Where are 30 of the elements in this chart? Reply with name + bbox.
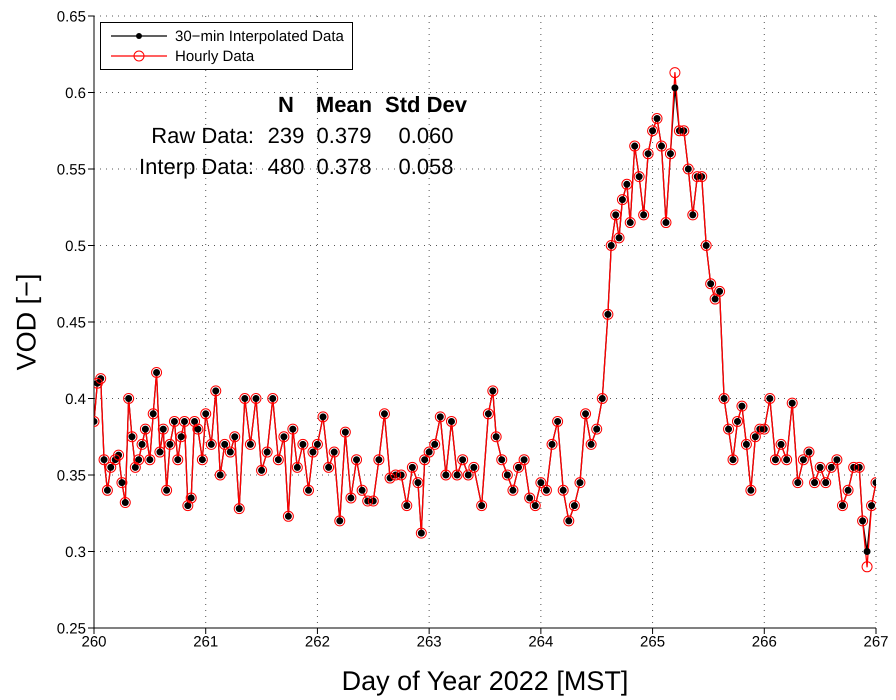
- annotation: Raw Data:: [151, 123, 254, 149]
- x-tick-label: 263: [416, 634, 442, 651]
- x-tick-label: 265: [640, 634, 666, 651]
- y-tick-label: 0.3: [65, 544, 86, 561]
- x-tick-label: 266: [752, 634, 777, 651]
- annotation: 0.058: [398, 154, 454, 180]
- y-tick-label: 0.65: [56, 8, 86, 26]
- x-tick-label: 262: [304, 634, 330, 651]
- annotation: 0.379: [316, 123, 372, 149]
- legend-label: Hourly Data: [175, 48, 254, 64]
- annotation: 0.378: [316, 154, 372, 180]
- y-tick-label: 0.4: [65, 390, 86, 408]
- y-tick-label: 0.35: [56, 467, 86, 484]
- y-axis-title: VOD [−]: [12, 274, 42, 370]
- annotation: 480: [268, 154, 304, 180]
- annotation: Mean: [316, 92, 372, 118]
- annotation: 239: [268, 123, 304, 149]
- y-tick-label: 0.55: [56, 161, 86, 178]
- annotation: 0.060: [398, 123, 454, 149]
- x-tick-label: 267: [863, 634, 889, 651]
- x-tick-label: 261: [193, 634, 218, 651]
- annotation: N: [278, 92, 294, 118]
- legend-label: 30−min Interpolated Data: [175, 28, 344, 44]
- x-tick-label: 264: [528, 634, 554, 651]
- y-tick-label: 0.5: [65, 238, 86, 255]
- annotation: Std Dev: [385, 92, 467, 118]
- x-axis-title: Day of Year 2022 [MST]: [342, 666, 628, 696]
- y-tick-label: 0.45: [56, 314, 86, 332]
- y-tick-label: 0.6: [65, 84, 86, 102]
- annotation: Interp Data:: [139, 154, 254, 180]
